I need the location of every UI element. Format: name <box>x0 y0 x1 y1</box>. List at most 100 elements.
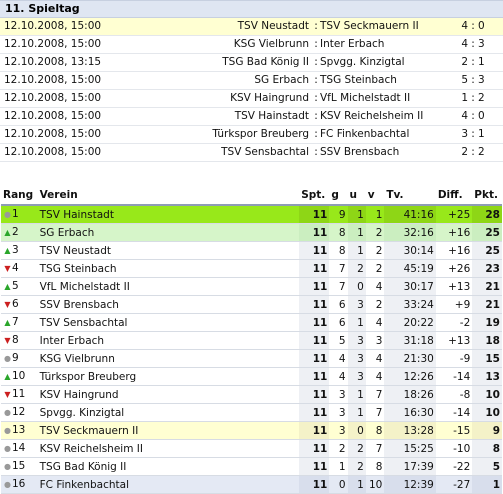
dot-icon: ● <box>4 480 11 489</box>
points: 9 <box>472 421 502 440</box>
goal-difference: -14 <box>435 403 473 422</box>
goals: 12:26 <box>384 367 436 386</box>
draws: 3 <box>347 331 366 350</box>
goal-difference: +9 <box>435 295 473 314</box>
team-name: Türkspor Breuberg <box>37 367 300 386</box>
match-date: 12.10.2008, 15:00 <box>4 128 102 140</box>
match-away-team: VfL Michelstadt II <box>320 92 411 104</box>
draws: 3 <box>347 367 366 386</box>
draws: 1 <box>347 385 366 404</box>
header-verein: Verein <box>37 186 300 206</box>
standings-row: ▲7 TSV Sensbachtal 11 6 1 4 20:22 -2 19 <box>1 313 502 332</box>
wins: 1 <box>329 457 348 476</box>
games-played: 11 <box>299 331 330 350</box>
standings-row: ●16 FC Finkenbachtal 11 0 1 10 12:39 -27 1 <box>1 475 502 494</box>
losses: 4 <box>365 367 385 386</box>
team-name: TSV Hainstadt <box>37 205 300 224</box>
losses: 1 <box>365 205 385 224</box>
team-name: Inter Erbach <box>37 331 300 350</box>
points: 21 <box>472 277 502 296</box>
goal-difference: +25 <box>435 205 473 224</box>
team-name: Spvgg. Kinzigtal <box>37 403 300 422</box>
draws: 1 <box>347 241 366 260</box>
triangle-up-icon: ▲ <box>4 372 11 381</box>
match-away-score: 0 <box>478 20 485 32</box>
rank-cell: ▼8 <box>1 331 38 350</box>
match-home-team: Türkspor Breuberg <box>212 128 309 140</box>
rank-number: 2 <box>12 226 19 238</box>
header-v: v <box>365 186 385 206</box>
draws: 0 <box>347 421 366 440</box>
losses: 8 <box>365 457 385 476</box>
points: 28 <box>472 205 502 224</box>
points: 10 <box>472 385 502 404</box>
goal-difference: -27 <box>435 475 473 494</box>
games-played: 11 <box>299 313 330 332</box>
points: 8 <box>472 439 502 458</box>
standings-row: ▲5 VfL Michelstadt II 11 7 0 4 30:17 +13 21 <box>1 277 502 296</box>
match-home-team: KSV Haingrund <box>230 92 309 104</box>
goals: 32:16 <box>384 223 436 242</box>
goals: 33:24 <box>384 295 436 314</box>
score-separator: : <box>471 56 475 68</box>
goals: 13:28 <box>384 421 436 440</box>
match-home-team: TSV Hainstadt <box>234 110 309 122</box>
standings-row: ▼4 TSG Steinbach 11 7 2 2 45:19 +26 23 <box>1 259 502 278</box>
wins: 6 <box>329 313 348 332</box>
match-away-score: 1 <box>478 128 485 140</box>
losses: 7 <box>365 385 385 404</box>
match-home-team: KSG Vielbrunn <box>233 38 309 50</box>
draws: 1 <box>347 475 366 494</box>
draws: 1 <box>347 223 366 242</box>
wins: 3 <box>329 385 348 404</box>
score-separator: : <box>471 110 475 122</box>
match-date: 12.10.2008, 15:00 <box>4 92 102 104</box>
match-separator: : <box>314 92 318 104</box>
goals: 16:30 <box>384 403 436 422</box>
header-tv: Tv. <box>384 186 436 206</box>
standings-row: ●1 TSV Hainstadt 11 9 1 1 41:16 +25 28 <box>1 205 502 224</box>
points: 21 <box>472 295 502 314</box>
match-home-score: 3 <box>461 128 468 140</box>
wins: 8 <box>329 223 348 242</box>
rank-number: 16 <box>12 478 26 490</box>
standings-row: ▼11 KSV Haingrund 11 3 1 7 18:26 -8 10 <box>1 385 502 404</box>
score-separator: : <box>471 146 475 158</box>
standings-row: ▲10 Türkspor Breuberg 11 4 3 4 12:26 -14 13 <box>1 367 502 386</box>
match-away-score: 2 <box>478 146 485 158</box>
match-separator: : <box>314 38 318 50</box>
standings-row: ●9 KSG Vielbrunn 11 4 3 4 21:30 -9 15 <box>1 349 502 368</box>
standings-row: ▼8 Inter Erbach 11 5 3 3 31:18 +13 18 <box>1 331 502 350</box>
goal-difference: -10 <box>435 439 473 458</box>
points: 25 <box>472 223 502 242</box>
draws: 2 <box>347 439 366 458</box>
games-played: 11 <box>299 403 330 422</box>
points: 25 <box>472 241 502 260</box>
dot-icon: ● <box>4 354 11 363</box>
losses: 2 <box>365 241 385 260</box>
wins: 9 <box>329 205 348 224</box>
points: 19 <box>472 313 502 332</box>
team-name: TSV Sensbachtal <box>37 313 300 332</box>
match-away-score: 3 <box>478 38 485 50</box>
draws: 1 <box>347 403 366 422</box>
header-diff: Diff. <box>435 186 473 206</box>
draws: 1 <box>347 313 366 332</box>
standings-row: ●13 TSV Seckmauern II 11 3 0 8 13:28 -15 9 <box>1 421 502 440</box>
matchday-title: 11. Spieltag <box>0 0 503 18</box>
match-home-score: 1 <box>461 92 468 104</box>
rank-cell: ▲2 <box>1 223 38 242</box>
match-list: 12.10.2008, 15:00 TSV Neustadt: TSV Seckma… <box>0 18 503 162</box>
triangle-up-icon: ▲ <box>4 282 11 291</box>
dot-icon: ● <box>4 462 11 471</box>
match-row: 12.10.2008, 15:00 KSG Vielbrunn: Inter Erb… <box>0 36 503 54</box>
rank-number: 12 <box>12 406 26 418</box>
games-played: 11 <box>299 277 330 296</box>
goals: 30:14 <box>384 241 436 260</box>
match-separator: : <box>314 110 318 122</box>
points: 13 <box>472 367 502 386</box>
triangle-up-icon: ▲ <box>4 318 11 327</box>
games-played: 11 <box>299 385 330 404</box>
match-row: 12.10.2008, 15:00 Türkspor Breuberg: FC Fi… <box>0 126 503 144</box>
